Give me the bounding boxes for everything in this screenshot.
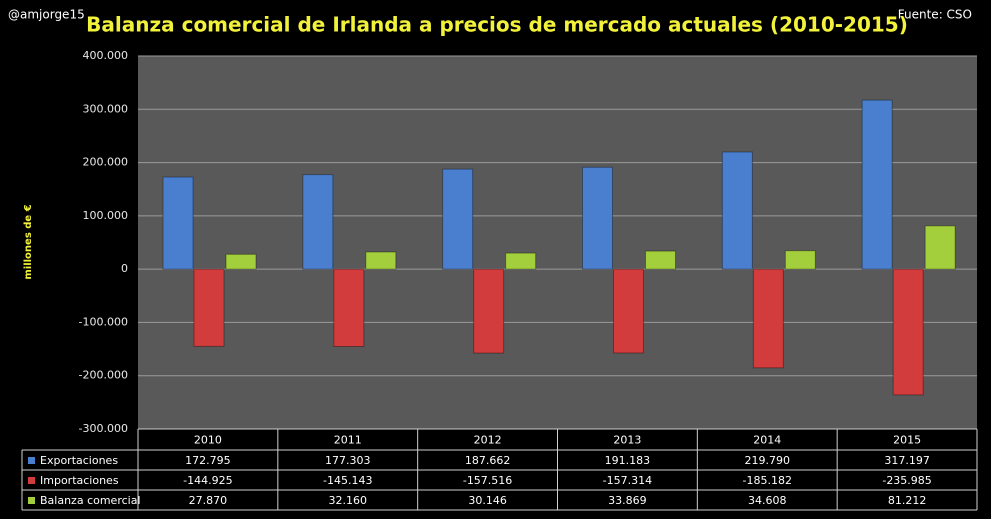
plot-area <box>138 56 977 429</box>
legend-swatch <box>28 497 35 504</box>
y-tick-label: -200.000 <box>79 369 128 382</box>
bar <box>442 168 474 270</box>
table-value: 32.160 <box>329 494 368 507</box>
legend-label: Balanza comercial <box>40 494 141 507</box>
table-value: 219.790 <box>745 454 791 467</box>
y-tick-label: 0 <box>121 262 128 275</box>
table-value: 172.795 <box>185 454 231 467</box>
bar <box>505 252 537 270</box>
bar <box>892 268 924 396</box>
bar <box>225 253 257 270</box>
legend-swatch <box>28 457 35 464</box>
table-value: -144.925 <box>183 474 232 487</box>
x-tick-label: 2010 <box>194 434 222 447</box>
x-tick-label: 2012 <box>474 434 502 447</box>
x-tick-label: 2013 <box>613 434 641 447</box>
bar <box>861 99 893 270</box>
x-tick-label: 2011 <box>334 434 362 447</box>
bar <box>333 268 365 347</box>
table-value: -145.143 <box>323 474 372 487</box>
legend-label: Exportaciones <box>40 454 118 467</box>
source: Fuente: CSO <box>898 8 972 22</box>
y-tick-label: 200.000 <box>83 156 129 169</box>
bar <box>924 225 956 270</box>
table-value: 187.662 <box>465 454 511 467</box>
y-tick-label: -100.000 <box>79 315 128 328</box>
y-tick-label: 400.000 <box>83 49 129 62</box>
author: @amjorge15 <box>8 8 85 22</box>
bar <box>613 268 644 354</box>
legend-label: Importaciones <box>40 474 119 487</box>
table-value: 317.197 <box>884 454 930 467</box>
y-tick-label: 100.000 <box>83 209 129 222</box>
x-tick-label: 2015 <box>893 434 921 447</box>
y-tick-label: 300.000 <box>83 102 129 115</box>
y-tick-label: -300.000 <box>79 422 128 435</box>
table-value: 191.183 <box>605 454 651 467</box>
bar <box>721 151 753 270</box>
bar <box>302 174 334 270</box>
bar <box>193 268 225 347</box>
bar <box>162 176 194 270</box>
table-value: 177.303 <box>325 454 371 467</box>
bar <box>752 268 784 369</box>
bar <box>365 251 397 270</box>
table-value: 81.212 <box>888 494 927 507</box>
chart-title: Balanza comercial de Irlanda a precios d… <box>86 13 908 37</box>
table-value: 27.870 <box>189 494 228 507</box>
table-value: -185.182 <box>743 474 792 487</box>
table-value: -157.314 <box>603 474 652 487</box>
bar <box>645 250 676 270</box>
table-value: -235.985 <box>882 474 931 487</box>
table-value: -157.516 <box>463 474 512 487</box>
bar <box>582 166 613 270</box>
table-value: 34.608 <box>748 494 787 507</box>
y-axis-label: millones de € <box>23 204 34 279</box>
table-value: 30.146 <box>468 494 507 507</box>
x-tick-label: 2014 <box>753 434 781 447</box>
bar <box>473 268 505 354</box>
bar <box>784 250 816 270</box>
legend-swatch <box>28 477 35 484</box>
table-value: 33.869 <box>608 494 647 507</box>
